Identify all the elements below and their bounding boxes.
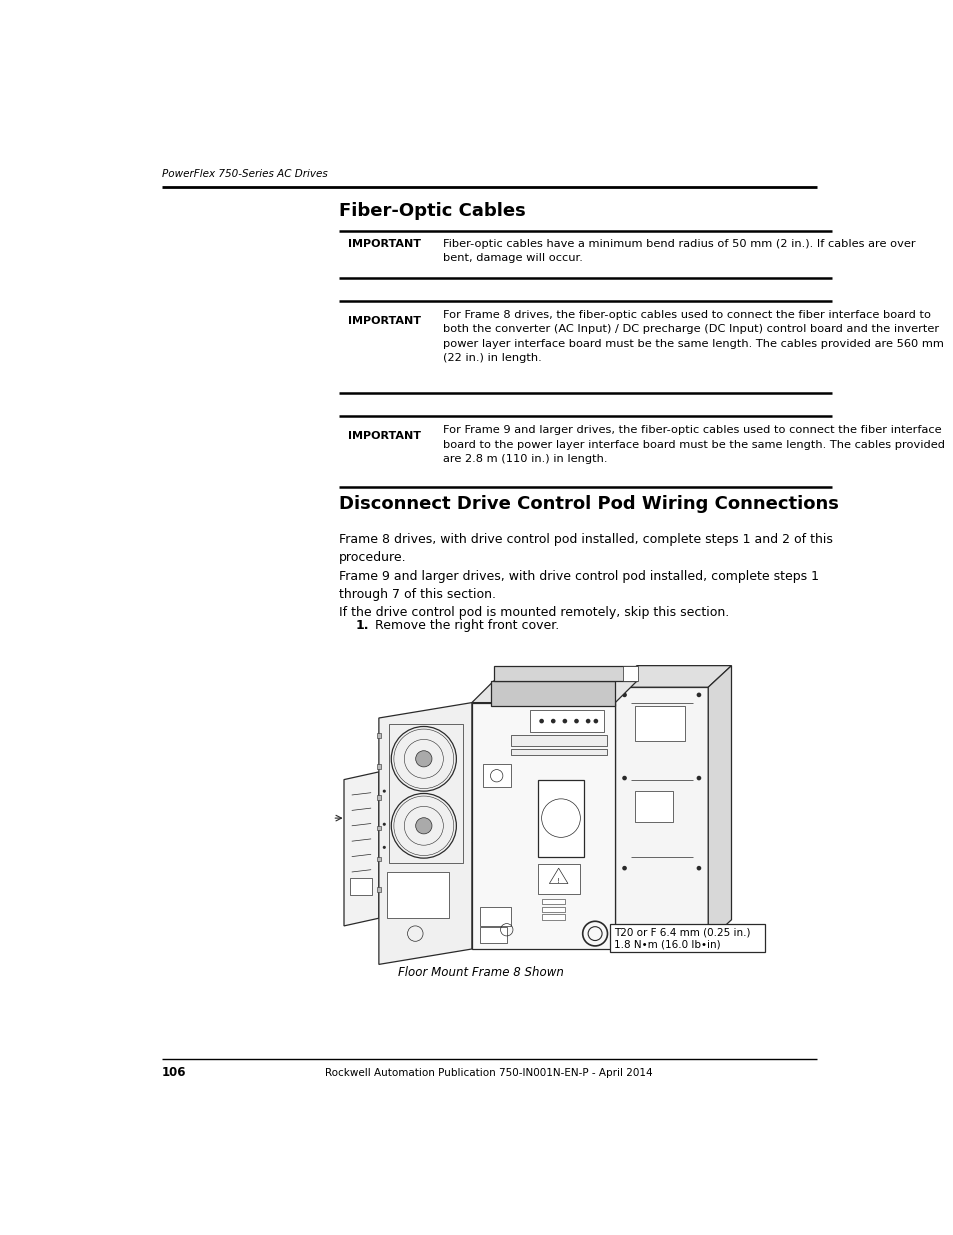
Polygon shape xyxy=(344,772,378,926)
Circle shape xyxy=(696,930,700,935)
Polygon shape xyxy=(549,868,567,883)
Text: 106: 106 xyxy=(162,1066,186,1079)
Circle shape xyxy=(382,789,385,793)
Polygon shape xyxy=(493,666,637,680)
Polygon shape xyxy=(472,703,615,948)
Circle shape xyxy=(382,823,385,826)
Bar xyxy=(541,914,564,920)
Circle shape xyxy=(696,693,700,698)
Bar xyxy=(634,792,673,823)
Circle shape xyxy=(621,693,626,698)
Text: IMPORTANT: IMPORTANT xyxy=(348,431,420,441)
Bar xyxy=(622,666,638,680)
Circle shape xyxy=(382,846,385,848)
Polygon shape xyxy=(378,703,472,965)
Bar xyxy=(389,724,462,863)
Text: PowerFlex 750-Series AC Drives: PowerFlex 750-Series AC Drives xyxy=(162,169,327,179)
Text: Frame 9 and larger drives, with drive control pod installed, complete steps 1
th: Frame 9 and larger drives, with drive co… xyxy=(338,571,818,601)
Bar xyxy=(530,710,603,732)
Circle shape xyxy=(416,751,432,767)
Bar xyxy=(350,878,372,895)
Text: Fiber-optic cables have a minimum bend radius of 50 mm (2 in.). If cables are ov: Fiber-optic cables have a minimum bend r… xyxy=(443,240,915,263)
Polygon shape xyxy=(615,687,707,941)
Circle shape xyxy=(696,776,700,781)
Bar xyxy=(483,764,510,787)
Bar xyxy=(377,795,381,799)
Text: IMPORTANT: IMPORTANT xyxy=(348,238,420,248)
Bar xyxy=(541,906,564,911)
Circle shape xyxy=(538,719,543,724)
Bar xyxy=(479,927,506,942)
Text: Floor Mount Frame 8 Shown: Floor Mount Frame 8 Shown xyxy=(397,966,563,979)
Bar xyxy=(377,734,381,739)
Text: !: ! xyxy=(557,878,559,884)
Polygon shape xyxy=(491,680,615,706)
Polygon shape xyxy=(707,666,731,941)
Bar xyxy=(541,899,564,904)
Bar xyxy=(537,864,579,894)
Text: If the drive control pod is mounted remotely, skip this section.: If the drive control pod is mounted remo… xyxy=(338,605,728,619)
Bar xyxy=(537,779,583,857)
Bar xyxy=(510,748,607,755)
Circle shape xyxy=(416,818,432,834)
Text: T20 or F 6.4 mm (0.25 in.): T20 or F 6.4 mm (0.25 in.) xyxy=(613,927,749,937)
Bar xyxy=(377,888,381,892)
Text: Remove the right front cover.: Remove the right front cover. xyxy=(375,620,558,632)
Bar xyxy=(377,826,381,830)
Text: IMPORTANT: IMPORTANT xyxy=(348,316,420,326)
Circle shape xyxy=(621,776,626,781)
Circle shape xyxy=(562,719,567,724)
Bar xyxy=(377,764,381,769)
Text: 1.8 N•m (16.0 lb•in): 1.8 N•m (16.0 lb•in) xyxy=(613,940,720,950)
Circle shape xyxy=(593,719,598,724)
Circle shape xyxy=(585,719,590,724)
Text: For Frame 9 and larger drives, the fiber-optic cables used to connect the fiber : For Frame 9 and larger drives, the fiber… xyxy=(443,425,944,464)
Bar xyxy=(634,706,684,741)
Circle shape xyxy=(696,866,700,871)
Polygon shape xyxy=(472,680,637,703)
Text: 1.: 1. xyxy=(355,620,369,632)
Circle shape xyxy=(621,930,626,935)
Bar xyxy=(609,924,764,952)
Text: Rockwell Automation Publication 750-IN001N-EN-P - April 2014: Rockwell Automation Publication 750-IN00… xyxy=(325,1068,652,1078)
Bar xyxy=(479,906,510,926)
Circle shape xyxy=(621,866,626,871)
Text: Frame 8 drives, with drive control pod installed, complete steps 1 and 2 of this: Frame 8 drives, with drive control pod i… xyxy=(338,534,832,564)
Text: Disconnect Drive Control Pod Wiring Connections: Disconnect Drive Control Pod Wiring Conn… xyxy=(338,494,838,513)
Bar xyxy=(510,735,607,746)
Circle shape xyxy=(550,719,555,724)
Bar xyxy=(377,857,381,861)
Polygon shape xyxy=(615,666,731,687)
Bar xyxy=(386,872,448,918)
Text: For Frame 8 drives, the fiber-optic cables used to connect the fiber interface b: For Frame 8 drives, the fiber-optic cabl… xyxy=(443,310,943,363)
Text: Fiber-Optic Cables: Fiber-Optic Cables xyxy=(338,203,525,220)
Circle shape xyxy=(574,719,578,724)
